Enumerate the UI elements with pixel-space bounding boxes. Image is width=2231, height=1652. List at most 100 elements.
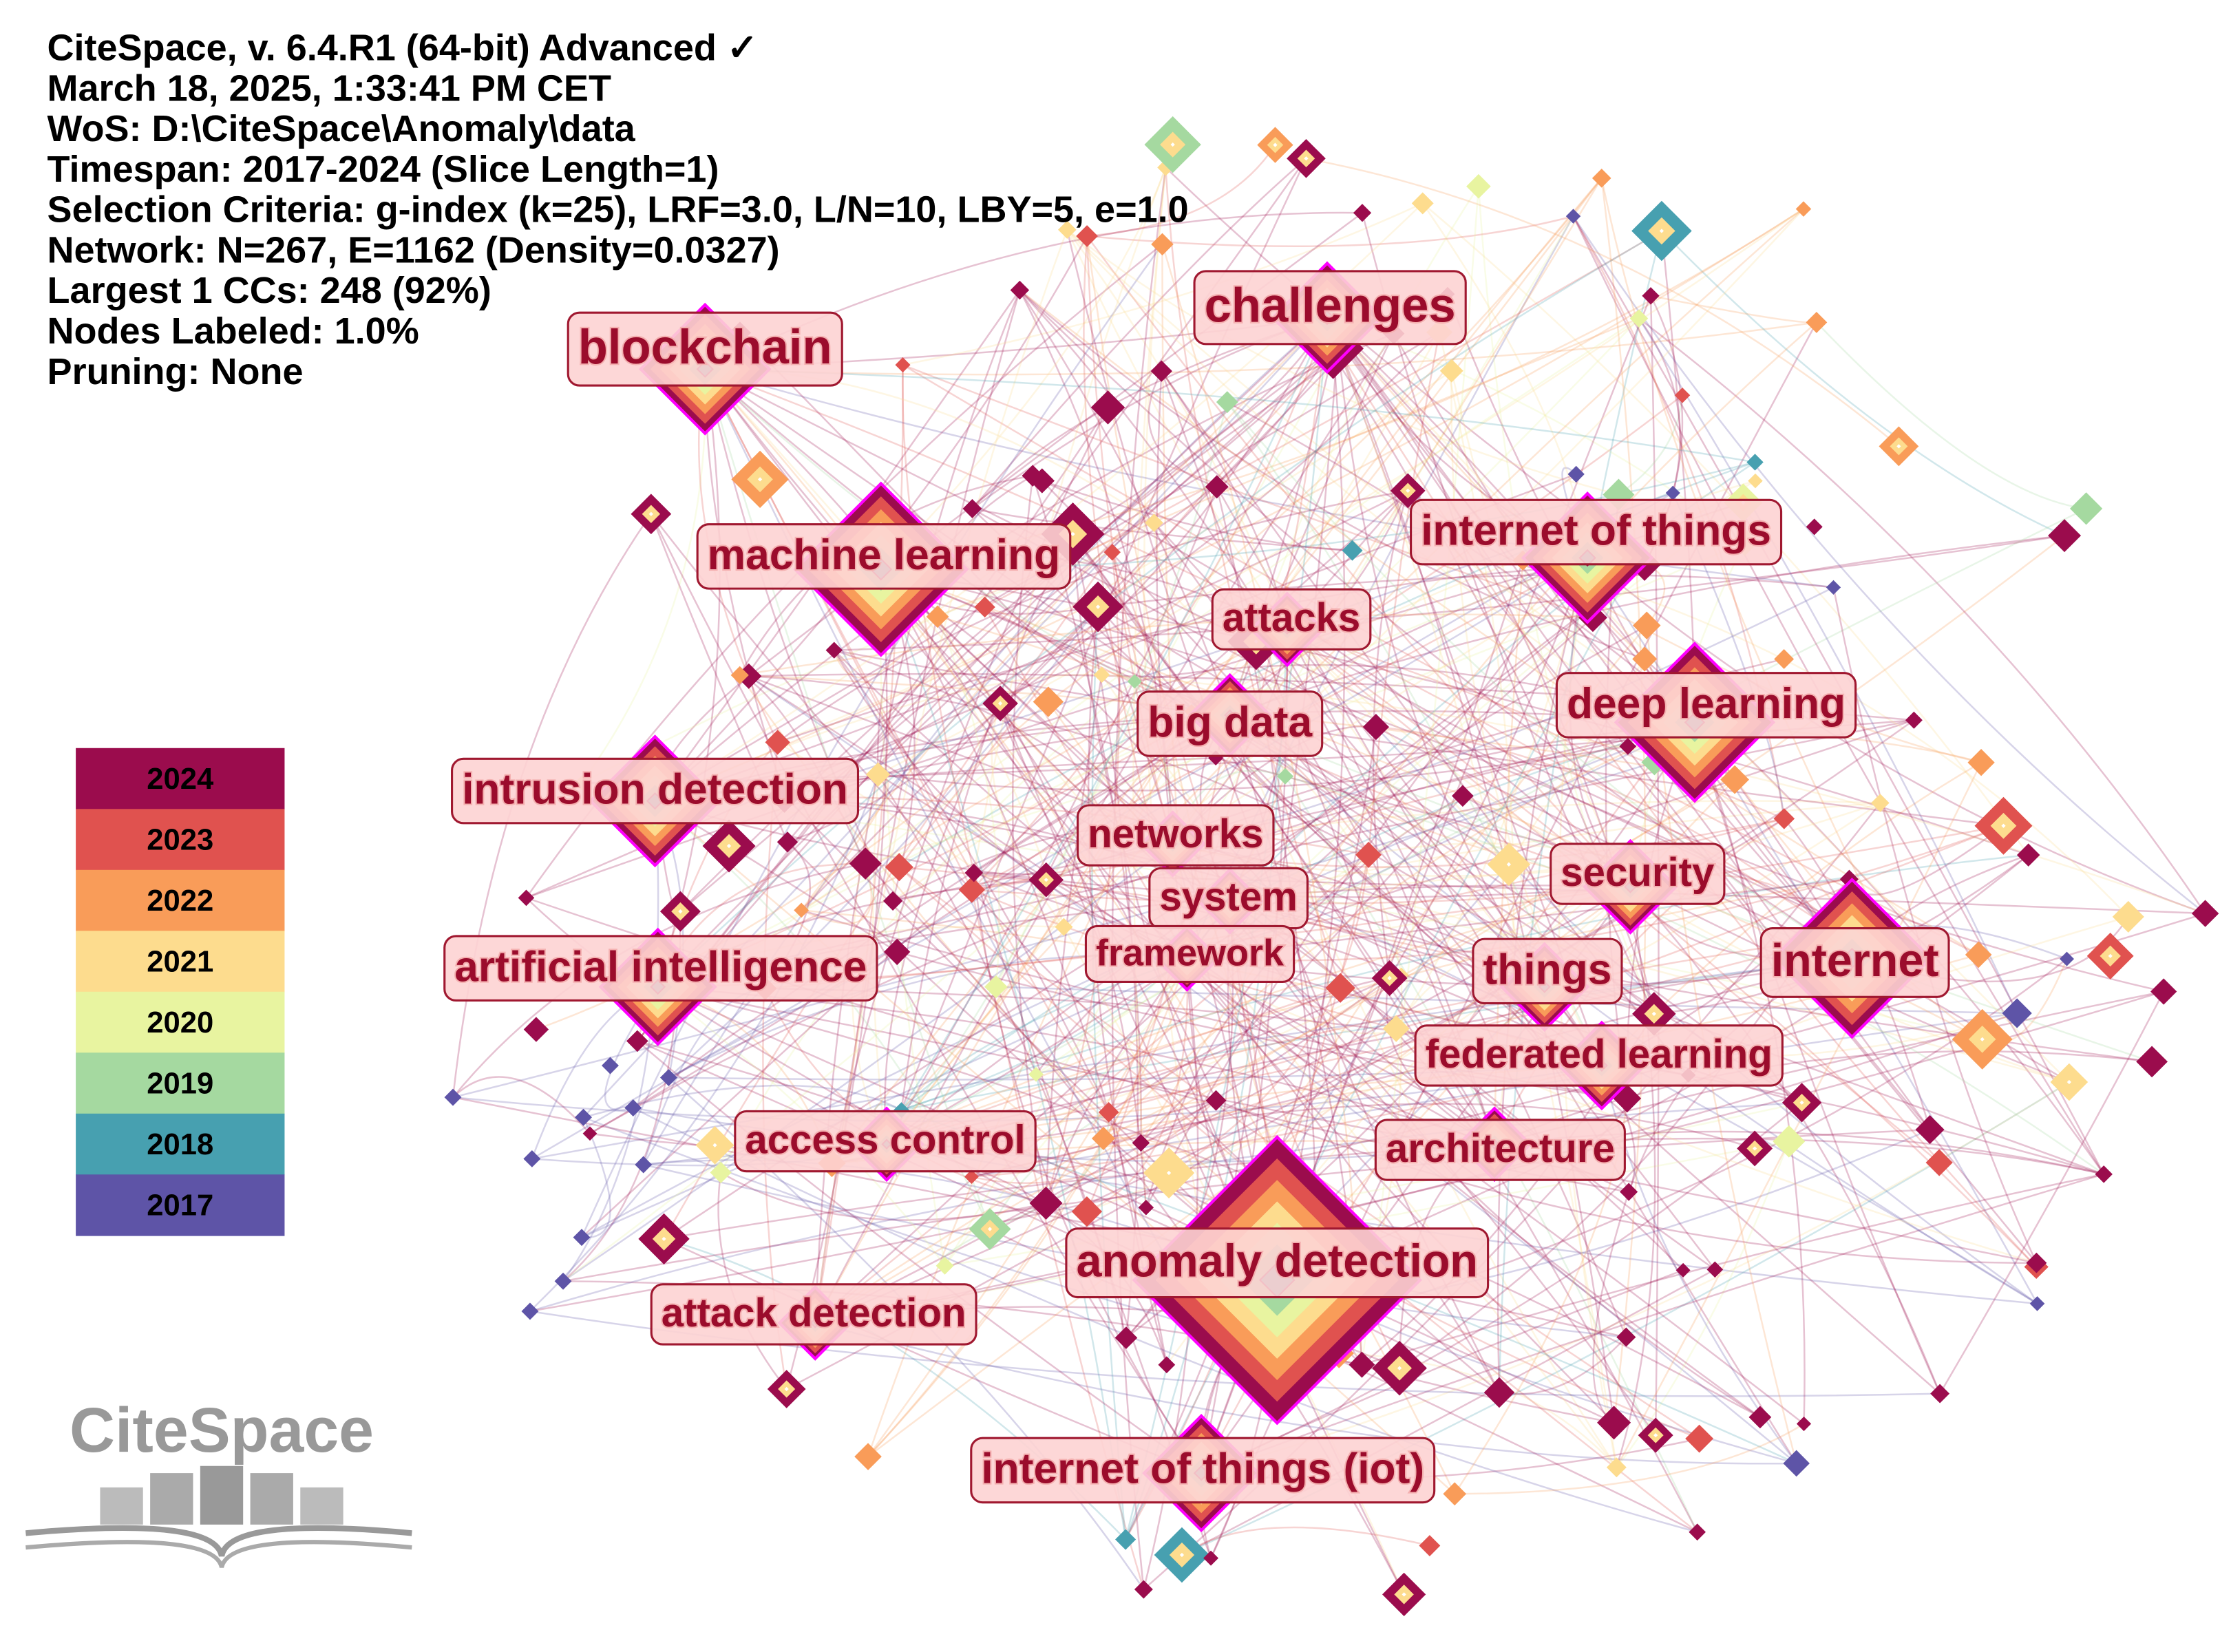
node <box>1127 674 1142 689</box>
node <box>1205 1090 1227 1111</box>
node <box>2002 998 2032 1028</box>
node <box>1466 173 1491 199</box>
label-box <box>1472 938 1623 1005</box>
node <box>1150 360 1172 382</box>
node <box>765 730 790 755</box>
edge <box>748 675 1797 1464</box>
edge <box>1201 1101 1803 1474</box>
edge <box>704 368 973 891</box>
edge <box>526 557 1588 899</box>
node <box>2191 900 2219 927</box>
edge <box>636 317 1328 1042</box>
edge <box>944 1101 1802 1267</box>
node <box>926 605 949 628</box>
edge <box>657 230 1662 988</box>
node <box>1029 1186 1063 1220</box>
edge <box>902 364 1979 956</box>
edge <box>801 628 1288 911</box>
node <box>2136 1046 2168 1078</box>
legend-swatch <box>76 1052 285 1114</box>
legend-label: 2018 <box>147 1128 213 1161</box>
edge <box>1367 332 1441 855</box>
edge <box>1161 244 1363 1365</box>
node <box>582 1126 598 1141</box>
edge <box>657 986 1761 1418</box>
edge <box>880 569 1657 1436</box>
edge <box>1086 802 1881 1213</box>
edge <box>580 244 1163 1238</box>
label-box <box>1414 1024 1784 1087</box>
edge <box>1600 178 1647 1423</box>
node <box>1028 1066 1044 1082</box>
edge <box>668 606 1099 1079</box>
node <box>1349 1351 1375 1378</box>
edge <box>831 407 1109 1164</box>
edge <box>972 507 1353 551</box>
edge <box>971 1064 1603 1178</box>
node <box>575 1108 592 1126</box>
node <box>1419 1535 1441 1556</box>
edge <box>784 331 1440 797</box>
node <box>2095 1165 2113 1183</box>
node <box>776 832 799 853</box>
edge <box>1103 1103 1755 1150</box>
edge <box>834 534 2065 651</box>
node <box>1411 192 1434 215</box>
node-label: attacks <box>1223 595 1360 640</box>
logo-bar <box>200 1465 244 1525</box>
legend-label: 2017 <box>147 1189 213 1222</box>
node-label: anomaly detection <box>1076 1236 1478 1286</box>
edge <box>1587 557 2206 915</box>
edge <box>664 1143 1495 1240</box>
edge <box>1450 370 1631 887</box>
node <box>1746 454 1764 471</box>
label-box <box>1410 498 1783 566</box>
edge <box>637 1040 1202 1474</box>
node <box>1029 468 1055 494</box>
node <box>1592 169 1611 188</box>
node <box>1748 473 1763 489</box>
edge <box>1148 370 1218 488</box>
edge <box>936 616 1000 987</box>
edge <box>886 486 1218 1145</box>
node <box>958 876 985 903</box>
legend-label: 2024 <box>147 763 214 796</box>
legend-label: 2021 <box>147 946 213 979</box>
label-box <box>1065 1227 1490 1299</box>
node <box>1616 1327 1636 1347</box>
edge <box>1226 401 1853 960</box>
edge <box>704 368 894 902</box>
node-label: intrusion detection <box>462 766 848 814</box>
edge <box>886 935 1843 1145</box>
edge <box>880 568 1894 951</box>
label-box <box>567 311 843 387</box>
edge <box>1616 762 1982 1468</box>
node <box>1443 1482 1467 1506</box>
edge <box>654 800 1456 1495</box>
edge <box>562 843 1174 1282</box>
edge <box>1306 158 1900 447</box>
edge <box>787 841 1278 1281</box>
edge <box>984 606 1631 888</box>
node <box>1685 1424 1714 1453</box>
edge <box>1187 825 2004 962</box>
edge <box>989 1112 1110 1230</box>
label-box <box>1759 926 1950 998</box>
node <box>1620 1183 1638 1201</box>
node <box>1382 1015 1410 1042</box>
edge <box>1066 229 1619 496</box>
node <box>1967 749 1995 776</box>
node <box>1674 388 1691 403</box>
node-label: architecture <box>1386 1126 1615 1171</box>
edge <box>1815 321 2086 510</box>
edge <box>1286 628 1510 865</box>
edge <box>801 317 1328 911</box>
edge <box>529 774 879 1312</box>
edge <box>1086 958 1189 1213</box>
node-label: system <box>1159 874 1297 919</box>
edge <box>583 1116 1208 1331</box>
node-label: internet of things (iot) <box>981 1445 1424 1492</box>
node <box>624 1099 642 1116</box>
node <box>710 1161 732 1184</box>
